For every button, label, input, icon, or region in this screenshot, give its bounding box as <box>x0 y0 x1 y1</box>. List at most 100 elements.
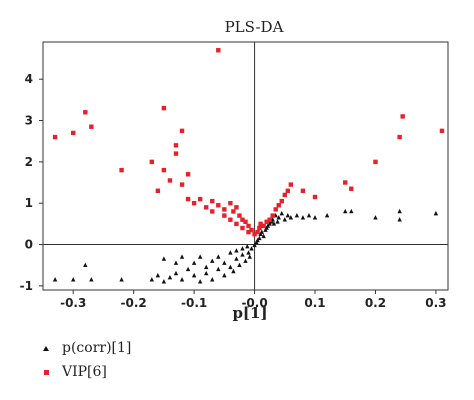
pcorr-point <box>306 213 312 218</box>
vip-point <box>264 219 269 224</box>
vip-point <box>240 225 245 231</box>
pcorr-point <box>161 279 167 284</box>
vip-point <box>282 192 287 198</box>
vip-point <box>439 128 445 134</box>
vip-point <box>119 167 124 173</box>
x-axis-label: p[1] <box>232 304 267 322</box>
pcorr-point <box>246 250 251 255</box>
vip-point <box>228 217 233 222</box>
vip-point <box>400 114 405 119</box>
y-tick-label: 3 <box>25 114 33 128</box>
pcorr-point <box>191 260 197 265</box>
vip-point <box>185 172 191 177</box>
pcorr-point <box>237 262 242 267</box>
vip-point <box>149 159 155 165</box>
plot-frame <box>42 41 449 291</box>
vip-point <box>285 188 291 193</box>
pcorr-point <box>210 277 215 282</box>
vip-point <box>231 209 236 214</box>
vip-point <box>71 130 76 136</box>
vip-point <box>89 124 94 129</box>
pcorr-point <box>349 208 354 214</box>
pcorr-point <box>324 213 330 218</box>
vip-point <box>279 198 284 204</box>
legend: p(corr)[1] VIP[6] <box>38 336 131 384</box>
vip-point <box>246 223 251 229</box>
vip-point <box>173 143 179 148</box>
pcorr-point <box>197 254 203 259</box>
pcorr-point <box>294 213 300 218</box>
pcorr-point <box>222 260 227 265</box>
pcorr-point <box>119 277 124 282</box>
square-marker-icon <box>38 369 54 375</box>
vip-point <box>237 213 242 218</box>
vip-point <box>216 203 221 208</box>
y-tick-label: 1 <box>25 196 33 210</box>
vip-point <box>261 223 266 229</box>
vip-point <box>52 134 58 140</box>
vip-point <box>234 205 239 210</box>
vip-point <box>216 48 221 53</box>
pcorr-point <box>89 277 94 282</box>
pcorr-point <box>179 277 185 282</box>
vip-point <box>173 151 179 156</box>
vip-point <box>179 128 185 134</box>
pcorr-point <box>397 208 402 214</box>
vip-point <box>197 196 203 202</box>
vip-point <box>161 167 167 173</box>
pcorr-point <box>285 213 291 218</box>
vip-point <box>240 217 245 222</box>
legend-item-vip: VIP[6] <box>38 360 131 384</box>
pcorr-point <box>373 215 378 220</box>
pcorr-point <box>173 260 179 265</box>
pcorr-point <box>149 277 155 282</box>
y-tick-label: 0 <box>25 238 33 252</box>
data-points <box>52 48 445 284</box>
legend-label-pcorr: p(corr)[1] <box>62 340 132 356</box>
pcorr-point <box>173 270 179 276</box>
x-tick-label: -0.0 <box>241 296 267 310</box>
vip-point <box>397 134 402 140</box>
vip-point <box>161 105 167 111</box>
vip-point <box>255 229 260 235</box>
pcorr-point <box>161 256 167 261</box>
vip-point <box>373 159 378 165</box>
pcorr-point <box>185 266 191 272</box>
pcorr-point <box>204 264 209 270</box>
pcorr-point <box>252 242 257 248</box>
pcorr-point <box>197 279 203 284</box>
triangle-marker-icon <box>38 345 54 351</box>
pcorr-point <box>257 235 262 241</box>
pcorr-point <box>216 266 221 272</box>
vip-point <box>343 180 348 185</box>
pcorr-point <box>261 233 266 239</box>
pcorr-point <box>247 254 252 259</box>
vip-point <box>243 219 248 224</box>
vip-point <box>273 207 278 212</box>
vip-point <box>234 221 239 227</box>
pcorr-point <box>433 210 439 216</box>
pcorr-point <box>276 215 281 220</box>
pcorr-point <box>397 217 402 222</box>
vip-point <box>155 188 161 193</box>
pcorr-point <box>83 262 88 267</box>
x-tick-label: 0.1 <box>304 296 325 310</box>
legend-item-pcorr: p(corr)[1] <box>38 336 131 360</box>
pcorr-point <box>312 215 318 220</box>
vip-point <box>191 201 197 206</box>
pcorr-point <box>259 229 265 234</box>
pcorr-point <box>343 208 348 214</box>
vip-point <box>167 178 173 183</box>
pcorr-point <box>271 221 277 226</box>
reference-lines <box>43 42 448 290</box>
x-tick-label: -0.3 <box>60 296 86 310</box>
vip-point <box>312 194 318 200</box>
pcorr-point <box>249 246 254 251</box>
vip-point <box>300 188 306 193</box>
y-tick-label: -1 <box>20 279 33 293</box>
vip-point <box>288 182 294 187</box>
pcorr-point <box>245 244 250 249</box>
pcorr-point <box>179 254 185 259</box>
vip-point <box>222 207 227 212</box>
vip-point <box>246 229 251 235</box>
